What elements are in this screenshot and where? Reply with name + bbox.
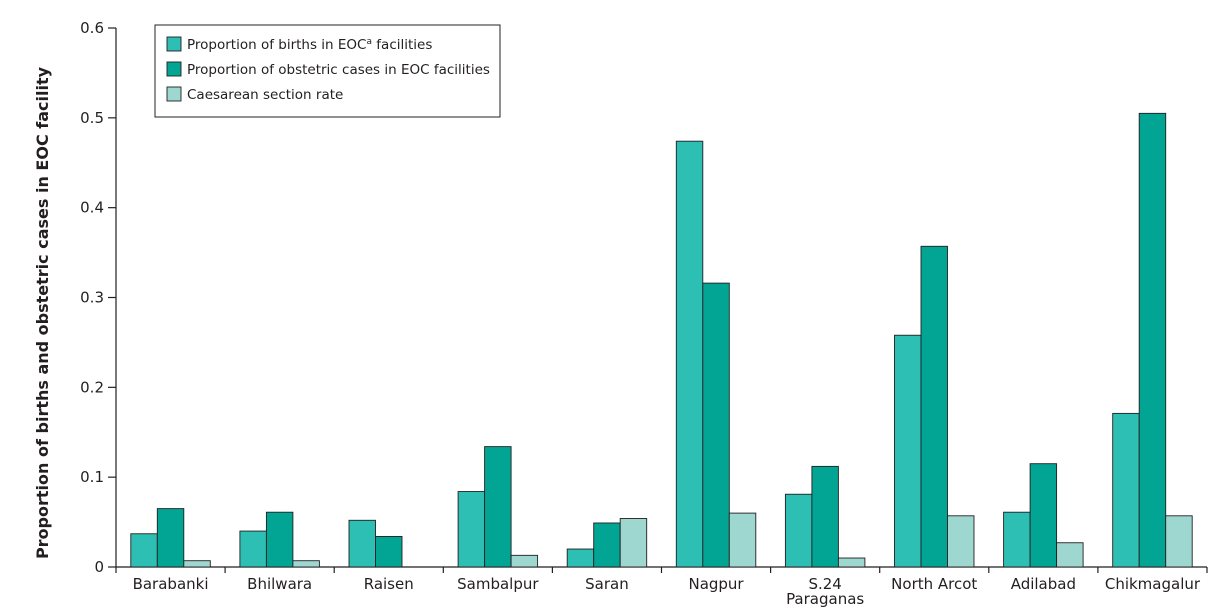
bar xyxy=(1056,542,1084,568)
bar xyxy=(784,493,813,568)
category-label: Barabanki xyxy=(133,575,209,593)
bar xyxy=(183,560,211,568)
bar xyxy=(1165,515,1193,568)
bar xyxy=(1112,412,1140,568)
bar xyxy=(265,511,294,568)
bar xyxy=(1003,511,1031,568)
category-label: Chikmagalur xyxy=(1105,575,1201,593)
legend-swatch xyxy=(166,61,182,77)
bar xyxy=(130,533,158,568)
category-label: North Arcot xyxy=(891,575,977,593)
bar xyxy=(947,515,975,568)
legend-box xyxy=(154,24,501,118)
bar xyxy=(484,446,512,568)
legend-swatch xyxy=(166,36,182,52)
bar xyxy=(1029,463,1058,568)
bar xyxy=(675,140,704,568)
legend-label: Proportion of obstetric cases in EOC fac… xyxy=(187,62,490,78)
bars-group xyxy=(130,112,1193,568)
category-label: Raisen xyxy=(364,575,414,593)
y-tick-label: 0.1 xyxy=(80,468,104,486)
bar xyxy=(510,554,539,568)
category-label: S.24 Paraganas xyxy=(786,575,864,608)
bar xyxy=(811,465,839,568)
y-axis: 0 0.1 0.2 0.3 0.4 0.5 0.6 xyxy=(80,19,117,576)
bar xyxy=(1138,112,1167,568)
legend-label: Caesarean section rate xyxy=(187,87,343,103)
bar xyxy=(728,512,757,568)
x-axis: Barabanki Bhilwara Raisen Sambalpur Saran Nag… xyxy=(115,566,1208,608)
bar xyxy=(920,245,948,568)
bar xyxy=(837,557,866,568)
y-tick-label: 0.5 xyxy=(80,109,104,127)
y-tick-label: 0.6 xyxy=(80,19,104,37)
legend-swatch xyxy=(166,86,182,102)
y-tick-label: 0 xyxy=(94,558,104,576)
bar xyxy=(348,519,376,568)
bar xyxy=(375,536,403,568)
y-tick-label: 0.4 xyxy=(80,199,104,217)
bar xyxy=(566,548,595,568)
bar xyxy=(702,282,730,568)
bar xyxy=(619,518,648,568)
bar xyxy=(457,491,486,568)
bar xyxy=(292,560,320,568)
y-tick-label: 0.2 xyxy=(80,378,104,396)
y-tick-label: 0.3 xyxy=(80,289,104,307)
bar xyxy=(894,334,922,568)
legend-label: Proportion of births in EOCa facilities xyxy=(187,37,432,53)
category-label: Adilabad xyxy=(1011,575,1076,593)
bar xyxy=(156,508,185,568)
category-label: Saran xyxy=(585,575,629,593)
bar xyxy=(593,522,621,568)
category-label: Bhilwara xyxy=(247,575,312,593)
legend: Proportion of births in EOCa facilities P… xyxy=(154,24,501,118)
bar xyxy=(239,530,267,568)
category-label: Nagpur xyxy=(688,575,744,593)
y-axis-label: Proportion of births and obstetric cases… xyxy=(33,66,52,559)
category-label: Sambalpur xyxy=(457,575,539,593)
